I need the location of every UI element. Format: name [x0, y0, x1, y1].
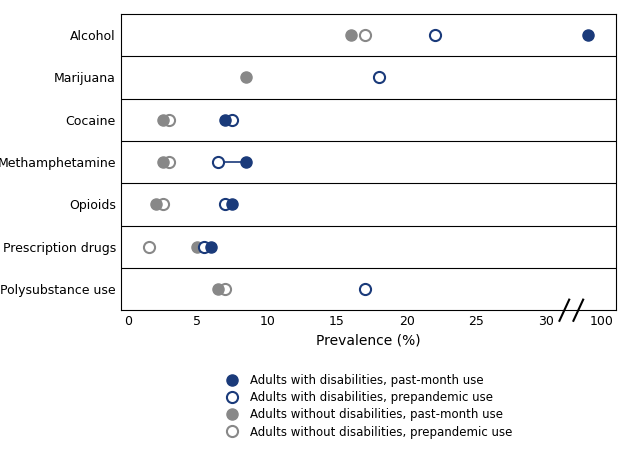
X-axis label: Prevalence (%): Prevalence (%)	[316, 334, 420, 348]
Legend: Adults with disabilities, past-month use, Adults with disabilities, prepandemic : Adults with disabilities, past-month use…	[216, 369, 517, 443]
